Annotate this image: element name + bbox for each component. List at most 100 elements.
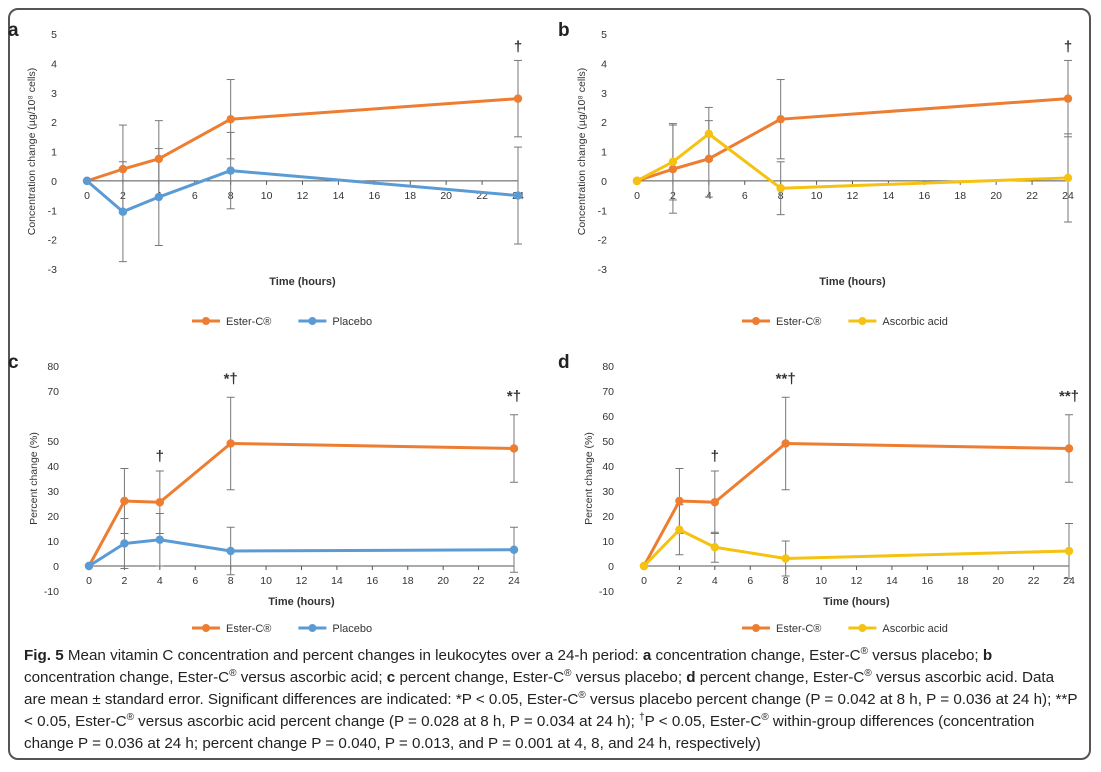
- data-point-ester: [704, 154, 714, 164]
- series-line-ester: [87, 442, 515, 567]
- data-point-placebo: [226, 546, 235, 556]
- data-point-ascorbic: [781, 554, 790, 563]
- legend-label: Ascorbic acid: [882, 316, 947, 328]
- data-point-placebo: [226, 166, 235, 175]
- x-tick-label: 12: [296, 575, 308, 587]
- data-point-ascorbic: [710, 543, 720, 552]
- x-tick-label: 16: [918, 190, 930, 202]
- x-tick-label: 12: [847, 190, 859, 202]
- y-tick-label: 80: [47, 361, 59, 373]
- chart-svg-a: a-3-2-1012345024681012141618202224Time (…: [8, 20, 524, 328]
- panel-letter: b: [558, 20, 570, 41]
- legend-label: Ester-C®: [226, 316, 271, 328]
- legend-label: Ester-C®: [776, 316, 821, 328]
- x-tick-label: 24: [1063, 575, 1075, 587]
- chart-panel-b: b-3-2-1012345024681012141618202224Time (…: [558, 20, 1100, 332]
- data-point-ester: [1064, 444, 1074, 453]
- caption-text: versus ascorbic acid;: [236, 669, 387, 686]
- y-tick-label: 0: [608, 561, 614, 573]
- significance-marker: †: [1064, 39, 1072, 56]
- significance-marker: **†: [1059, 388, 1079, 405]
- registered-mark: ®: [229, 667, 237, 679]
- x-tick-label: 22: [473, 575, 485, 587]
- chart-panel-a: a-3-2-1012345024681012141618202224Time (…: [8, 20, 550, 332]
- legend-label: Ascorbic acid: [882, 623, 947, 635]
- legend-marker-ascorbic: [858, 317, 867, 325]
- y-tick-label: 20: [602, 511, 614, 523]
- y-tick-label: 70: [602, 386, 614, 398]
- caption-panel-a: a: [642, 647, 652, 664]
- legend-marker-ester: [202, 317, 210, 325]
- x-tick-label: 4: [157, 575, 163, 587]
- data-point-ester: [776, 114, 785, 124]
- caption-panel-c: c: [386, 669, 396, 686]
- x-tick-label: 0: [84, 190, 90, 202]
- data-point-ester: [120, 496, 129, 506]
- caption-text: Mean vitamin C concentration and percent…: [63, 647, 643, 664]
- x-tick-label: 18: [402, 575, 414, 587]
- data-point-ascorbic: [1064, 546, 1074, 556]
- significance-marker: †: [156, 448, 164, 465]
- y-tick-label: -3: [598, 264, 607, 276]
- data-point-ester: [509, 444, 519, 453]
- data-point-placebo: [82, 176, 92, 186]
- caption-text: versus placebo;: [571, 669, 687, 686]
- data-point-ascorbic: [776, 184, 785, 193]
- registered-mark: ®: [126, 711, 134, 723]
- x-tick-label: 6: [742, 190, 748, 202]
- y-axis-label: Percent change (%): [583, 432, 595, 525]
- y-tick-label: 4: [51, 58, 57, 70]
- x-tick-label: 18: [954, 190, 966, 202]
- x-axis-label: Time (hours): [269, 276, 336, 288]
- caption-text: percent change, Ester-C: [395, 669, 565, 686]
- x-tick-label: 16: [366, 575, 378, 587]
- x-tick-label: 12: [851, 575, 863, 587]
- x-tick-label: 4: [712, 575, 718, 587]
- y-tick-label: 70: [47, 386, 59, 398]
- panel-letter: c: [8, 352, 19, 373]
- registered-mark: ®: [578, 689, 586, 701]
- x-tick-label: 18: [957, 575, 969, 587]
- figure-label: Fig. 5: [24, 647, 64, 664]
- x-tick-label: 20: [437, 575, 449, 587]
- data-point-placebo: [154, 192, 164, 202]
- y-tick-label: 10: [47, 536, 59, 548]
- x-tick-label: 14: [886, 575, 898, 587]
- y-tick-label: 30: [602, 486, 614, 498]
- registered-mark: ®: [860, 645, 869, 657]
- legend-marker-ascorbic: [858, 624, 867, 632]
- significance-marker: *†: [224, 371, 238, 388]
- y-tick-label: -1: [48, 205, 57, 217]
- x-tick-label: 16: [921, 575, 933, 587]
- dagger-mark: †: [639, 711, 645, 723]
- x-axis-label: Time (hours): [268, 596, 335, 608]
- x-tick-label: 18: [404, 190, 416, 202]
- y-tick-label: 0: [51, 176, 57, 188]
- y-tick-label: -2: [598, 235, 607, 247]
- caption-panel-b: b: [982, 647, 993, 664]
- y-tick-label: 50: [47, 436, 59, 448]
- data-point-ester: [155, 498, 165, 507]
- y-axis-label: Concentration change (µg/10⁸ cells): [576, 68, 588, 236]
- y-tick-label: 40: [602, 461, 614, 473]
- y-tick-label: 4: [601, 58, 607, 70]
- x-axis-label: Time (hours): [823, 596, 890, 608]
- x-tick-label: 14: [333, 190, 345, 202]
- x-tick-label: 0: [86, 575, 92, 587]
- x-tick-label: 22: [1028, 575, 1040, 587]
- y-axis-label: Percent change (%): [28, 432, 40, 525]
- y-tick-label: 5: [51, 29, 57, 41]
- x-tick-label: 6: [192, 190, 198, 202]
- y-tick-label: 0: [53, 561, 59, 573]
- x-tick-label: 22: [476, 190, 488, 202]
- x-tick-label: 14: [331, 575, 343, 587]
- data-point-ester: [154, 154, 164, 164]
- x-tick-label: 10: [260, 575, 272, 587]
- data-point-placebo: [120, 539, 129, 548]
- data-point-ester: [226, 114, 235, 124]
- y-tick-label: 40: [47, 461, 59, 473]
- caption-text: concentration change, Ester-C: [651, 647, 861, 664]
- caption-text: versus ascorbic acid. Data are mean ± st…: [24, 669, 1055, 708]
- data-point-ascorbic: [639, 561, 649, 571]
